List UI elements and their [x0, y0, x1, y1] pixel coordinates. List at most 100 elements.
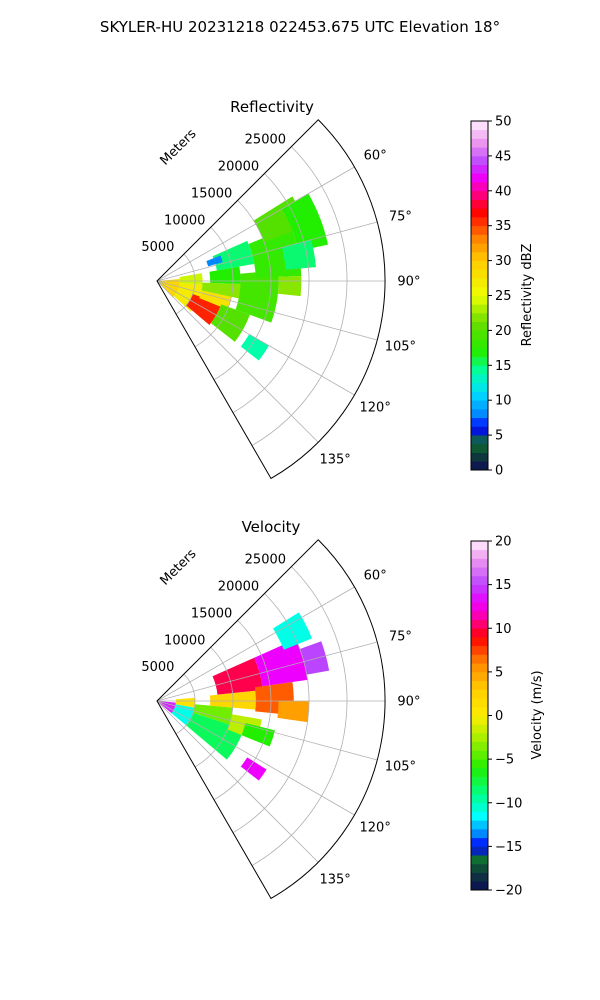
- colorbar-tick-label: 5: [495, 665, 503, 680]
- reflectivity-panel: Reflectivity 5000 10000 15000 20000 25000 60°…: [141, 98, 535, 480]
- azimuth-tick-label: 75°: [389, 629, 412, 644]
- colorbar-segment: [471, 417, 488, 427]
- data-cell: [277, 275, 302, 297]
- radial-tick-label: 20000: [218, 580, 259, 595]
- colorbar-segment: [471, 426, 488, 436]
- colorbar-segment: [471, 374, 488, 384]
- colorbar-tick-label: 35: [495, 219, 512, 234]
- radial-tick-label: 15000: [191, 186, 232, 201]
- colorbar-segment: [471, 584, 488, 594]
- azimuth-tick-label: 105°: [385, 760, 416, 775]
- colorbar-segment: [471, 243, 488, 253]
- colorbar-tick-label: −15: [495, 840, 522, 855]
- velocity-panel: Velocity 5000 10000 15000 20000 25000 60° 75° 9…: [141, 518, 545, 900]
- azimuth-tick-label: 90°: [397, 695, 420, 710]
- colorbar-segment: [471, 689, 488, 699]
- reflectivity-colorbar-label: Reflectivity dBZ: [520, 244, 535, 347]
- colorbar-segment: [471, 549, 488, 559]
- colorbar-segment: [471, 182, 488, 192]
- range-ring: [213, 200, 272, 381]
- colorbar-segment: [471, 610, 488, 620]
- colorbar-segment: [471, 461, 488, 471]
- azimuth-spoke: [156, 166, 355, 282]
- colorbar-tick-label: 30: [495, 254, 512, 269]
- velocity-tick-labels: 5000 10000 15000 20000 25000 60° 75° 90° 105° 120…: [141, 553, 420, 888]
- reflectivity-frame: [156, 119, 386, 480]
- colorbar-segment: [471, 654, 488, 664]
- colorbar-segment: [471, 820, 488, 830]
- colorbar-segment: [471, 802, 488, 812]
- colorbar-segment: [471, 628, 488, 638]
- range-ring: [251, 146, 348, 446]
- reflectivity-grid: [156, 146, 385, 446]
- figure-suptitle: SKYLER-HU 20231218 022453.675 UTC Elevat…: [100, 18, 500, 36]
- colorbar-segment: [471, 663, 488, 673]
- colorbar-segment: [471, 208, 488, 218]
- colorbar-tick-label: 50: [495, 115, 512, 130]
- colorbar-segment: [471, 347, 488, 357]
- colorbar-segment: [471, 269, 488, 279]
- colorbar-tick-label: 20: [495, 535, 512, 550]
- colorbar-tick-label: 0: [495, 464, 503, 479]
- reflectivity-tick-labels: 5000 10000 15000 20000 25000 60° 75° 90° 105° 120…: [141, 133, 420, 468]
- colorbar-segment: [471, 321, 488, 331]
- data-cell: [282, 193, 328, 251]
- data-cell: [240, 334, 269, 361]
- data-cell: [299, 641, 330, 675]
- data-cell: [240, 757, 267, 781]
- sector-frame: [156, 539, 386, 900]
- data-cell: [206, 255, 223, 267]
- colorbar-segment: [471, 767, 488, 777]
- colorbar-segment: [471, 129, 488, 139]
- data-cell: [199, 290, 232, 310]
- range-ring: [194, 646, 234, 768]
- colorbar-segment: [471, 593, 488, 603]
- colorbar-segment: [471, 286, 488, 296]
- azimuth-tick-label: 105°: [385, 340, 416, 355]
- colorbar-segment: [471, 452, 488, 462]
- range-ring: [213, 620, 272, 801]
- colorbar-segment: [471, 732, 488, 743]
- colorbar-segment: [471, 251, 488, 261]
- radial-tick-label: 15000: [191, 606, 232, 621]
- colorbar-segment: [471, 304, 488, 314]
- colorbar-segment: [471, 872, 488, 882]
- colorbar-segment: [471, 750, 488, 760]
- colorbar-segment: [471, 400, 488, 410]
- azimuth-tick-label: 120°: [360, 820, 391, 835]
- colorbar-segment: [471, 828, 488, 839]
- azimuth-spoke: [156, 586, 355, 702]
- colorbar-tick-label: 0: [495, 709, 503, 724]
- colorbar-segment: [471, 837, 488, 847]
- colorbar-segment: [471, 443, 488, 453]
- colorbar-tick-label: 25: [495, 289, 512, 304]
- radial-tick-label: 10000: [164, 633, 205, 648]
- colorbar-segment: [471, 121, 488, 131]
- azimuth-tick-label: 60°: [364, 569, 387, 584]
- colorbar-segment: [471, 330, 488, 340]
- azimuth-spoke: [156, 280, 378, 341]
- data-cell: [235, 270, 279, 323]
- colorbar-segment: [471, 356, 488, 366]
- azimuth-spoke: [156, 700, 378, 761]
- colorbar-segment: [471, 759, 488, 769]
- azimuth-tick-label: 60°: [364, 149, 387, 164]
- colorbar-segment: [471, 408, 488, 419]
- colorbar-segment: [471, 234, 488, 244]
- colorbar-segment: [471, 741, 488, 751]
- data-cell: [175, 697, 195, 708]
- data-cell: [281, 239, 316, 270]
- sector-frame: [156, 119, 386, 480]
- azimuth-spoke: [156, 700, 319, 863]
- range-ring: [175, 253, 196, 315]
- range-ring: [175, 673, 196, 735]
- colorbar-segment: [471, 715, 488, 725]
- radial-tick-label: 25000: [245, 553, 286, 568]
- colorbar-segment: [471, 225, 488, 235]
- colorbar-segment: [471, 698, 488, 708]
- colorbar-segment: [471, 785, 488, 795]
- colorbar-segment: [471, 365, 488, 375]
- colorbar-tick-label: 45: [495, 149, 512, 164]
- colorbar-segment: [471, 339, 488, 349]
- colorbar-segment: [471, 619, 488, 629]
